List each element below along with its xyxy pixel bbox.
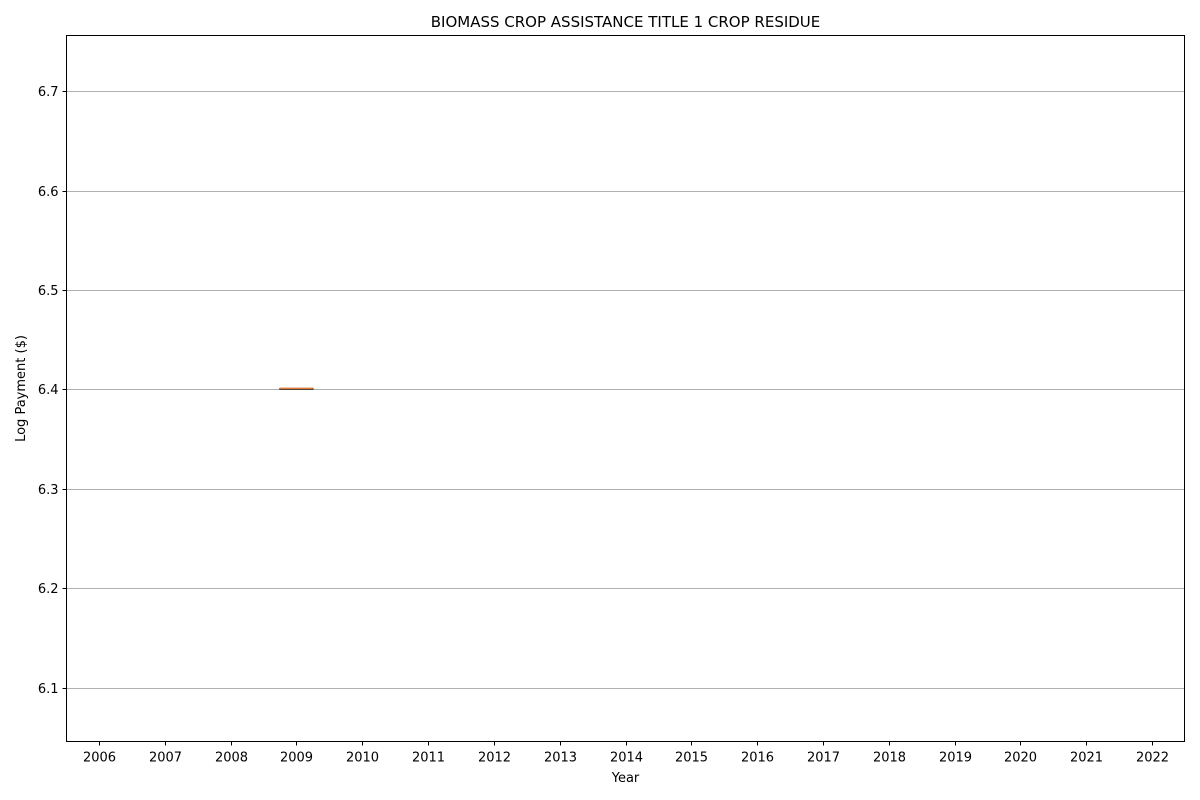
x-tick-label: 2021	[1070, 751, 1103, 766]
chart-title: BIOMASS CROP ASSISTANCE TITLE 1 CROP RES…	[431, 13, 821, 31]
x-tick-label: 2010	[346, 751, 379, 766]
x-tick-label: 2015	[675, 751, 708, 766]
box-plots	[279, 387, 314, 390]
y-axis-label: Log Payment ($)	[14, 335, 29, 442]
y-tick-label: 6.3	[38, 483, 59, 498]
y-axis-ticks: 6.1 6.2 6.3 6.4 6.5 6.6 6.7	[38, 85, 67, 697]
y-tick-label: 6.2	[38, 582, 59, 597]
y-tick-label: 6.6	[38, 185, 59, 200]
grid-lines	[66, 91, 1185, 689]
x-tick-label: 2016	[741, 751, 774, 766]
x-tick-label: 2022	[1136, 751, 1169, 766]
plot-frame	[66, 35, 1185, 742]
x-tick-label: 2019	[939, 751, 972, 766]
x-tick-label: 2008	[215, 751, 248, 766]
x-axis-ticks: 2006 2007 2008 2009 2010 2011 2012 2013 2014 2015…	[83, 741, 1169, 766]
x-tick-label: 2014	[610, 751, 643, 766]
x-tick-label: 2009	[280, 751, 313, 766]
x-tick-label: 2007	[149, 751, 182, 766]
x-tick-label: 2018	[873, 751, 906, 766]
x-tick-label: 2011	[412, 751, 445, 766]
y-tick-label: 6.7	[38, 85, 59, 100]
x-tick-label: 2017	[807, 751, 840, 766]
x-tick-label: 2006	[83, 751, 116, 766]
y-tick-label: 6.1	[38, 682, 59, 697]
y-tick-label: 6.5	[38, 284, 59, 299]
x-tick-label: 2013	[544, 751, 577, 766]
y-tick-label: 6.4	[38, 383, 59, 398]
x-axis-label: Year	[611, 771, 640, 786]
x-tick-label: 2012	[478, 751, 511, 766]
x-tick-label: 2020	[1004, 751, 1037, 766]
